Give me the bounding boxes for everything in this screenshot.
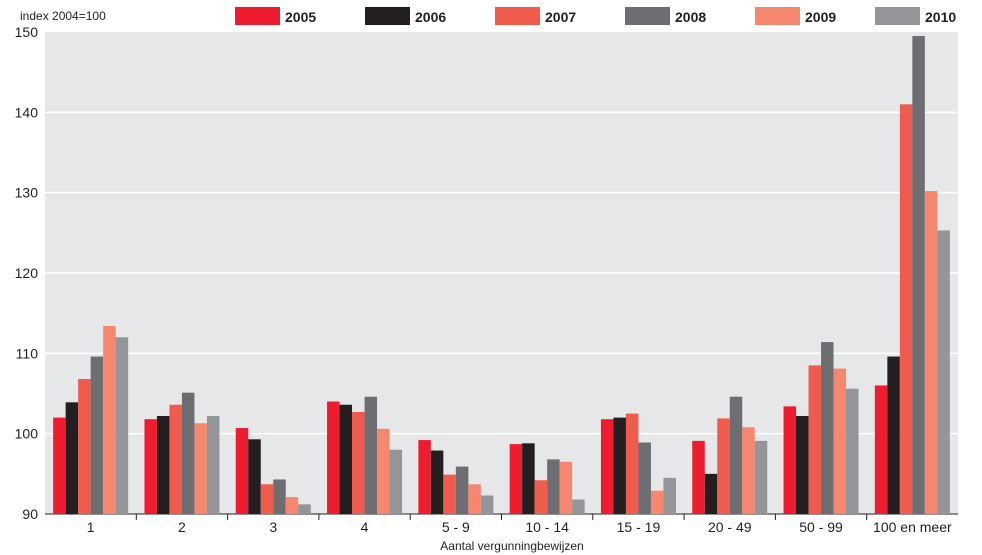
x-tick-label: 100 en meer xyxy=(873,519,952,535)
bar-2005 xyxy=(144,419,157,514)
bar-2009 xyxy=(924,191,938,514)
bar-2006 xyxy=(248,439,261,514)
bar-2006 xyxy=(339,404,353,514)
bar-2006 xyxy=(796,415,809,514)
bar-2008 xyxy=(90,356,104,514)
bar-2008 xyxy=(547,459,560,514)
x-tick-label: 1 xyxy=(87,519,95,535)
bar-2010 xyxy=(389,449,403,514)
x-tick-label: 4 xyxy=(361,519,369,535)
y-tick-label: 150 xyxy=(15,24,39,40)
x-tick-label: 2 xyxy=(178,519,186,535)
x-tick-label: 15 - 19 xyxy=(617,519,661,535)
y-tick-label: 110 xyxy=(16,345,39,361)
bar-2009 xyxy=(650,490,664,514)
bar-2007 xyxy=(534,480,548,514)
bar-2010 xyxy=(206,415,220,514)
legend-swatch xyxy=(755,7,800,25)
bar-2009 xyxy=(468,484,481,514)
bar-2006 xyxy=(65,402,79,514)
legend-label: 2009 xyxy=(805,9,836,25)
bar-2005 xyxy=(509,444,523,514)
bar-2010 xyxy=(846,388,859,514)
y-tick-label: 90 xyxy=(22,506,38,522)
bar-2010 xyxy=(480,495,494,514)
bar-2008 xyxy=(821,342,834,514)
bar-2006 xyxy=(704,473,718,514)
y-tick-label: 140 xyxy=(15,104,39,120)
bar-2009 xyxy=(742,427,755,514)
legend-swatch xyxy=(235,7,280,25)
bar-2009 xyxy=(833,368,847,514)
bar-2008 xyxy=(364,396,378,514)
x-tick-label: 3 xyxy=(269,519,277,535)
bar-2006 xyxy=(522,443,535,514)
bar-2006 xyxy=(887,356,900,514)
bar-2010 xyxy=(298,504,311,514)
bar-2008 xyxy=(729,396,743,514)
legend-label: 2010 xyxy=(925,9,956,25)
legend-label: 2006 xyxy=(415,9,446,25)
bar-2005 xyxy=(327,401,340,514)
legend-swatch xyxy=(495,7,540,25)
bar-2009 xyxy=(194,423,207,514)
bar-2007 xyxy=(169,404,182,514)
bar-2008 xyxy=(912,36,925,515)
bar-2007 xyxy=(260,484,274,514)
x-axis-title: Aantal vergunningbewijzen xyxy=(440,539,583,553)
bar-2005 xyxy=(692,440,705,514)
bar-2007 xyxy=(443,474,456,514)
bar-2006 xyxy=(430,450,444,514)
legend-label: 2005 xyxy=(285,9,316,25)
bar-2007 xyxy=(78,379,91,514)
bar-2009 xyxy=(377,428,390,514)
y-tick-label: 100 xyxy=(15,426,39,442)
bar-2007 xyxy=(808,365,822,514)
x-tick-label: 10 - 14 xyxy=(525,519,569,535)
bar-2010 xyxy=(572,499,585,514)
x-tick-label: 20 - 49 xyxy=(708,519,752,535)
bar-2010 xyxy=(663,477,676,514)
bar-2006 xyxy=(613,417,626,514)
bar-2009 xyxy=(103,326,116,514)
legend-swatch xyxy=(625,7,670,25)
bar-2010 xyxy=(937,230,950,514)
bar-2007 xyxy=(899,104,913,515)
bar-2005 xyxy=(600,419,614,514)
bar-2010 xyxy=(754,440,768,514)
bar-2008 xyxy=(638,442,651,514)
legend-swatch xyxy=(875,7,920,25)
bar-2009 xyxy=(559,461,573,514)
bar-2005 xyxy=(235,428,249,514)
x-tick-label: 5 - 9 xyxy=(442,519,470,535)
legend-swatch xyxy=(365,7,410,25)
y-tick-label: 130 xyxy=(15,185,39,201)
bar-2007 xyxy=(352,411,365,514)
x-tick-label: 50 - 99 xyxy=(799,519,843,535)
bar-2005 xyxy=(874,385,888,514)
legend-label: 2008 xyxy=(675,9,706,25)
bar-2006 xyxy=(156,415,170,514)
y-axis-ticks: 90 100 110 120 130 140 150 xyxy=(15,24,39,522)
legend: 2005 2006 2007 2008 2009 2010 xyxy=(235,7,956,25)
bar-2005 xyxy=(53,417,66,514)
legend-label: 2007 xyxy=(545,9,576,25)
x-axis-ticks: 1 2 3 4 5 - 9 10 - 14 15 - 19 20 - 49 50 - 99 100… xyxy=(87,514,952,535)
bar-2008 xyxy=(455,466,469,514)
y-axis-title: index 2004=100 xyxy=(20,9,106,23)
y-tick-label: 120 xyxy=(15,265,39,281)
bar-2007 xyxy=(717,418,730,514)
bars xyxy=(53,36,950,515)
bar-2005 xyxy=(418,440,431,514)
bar-2009 xyxy=(285,497,299,514)
bar-2005 xyxy=(783,406,797,514)
bar-2008 xyxy=(181,392,195,514)
bar-2008 xyxy=(273,479,286,514)
bar-2010 xyxy=(115,337,129,514)
bar-2007 xyxy=(625,413,639,514)
